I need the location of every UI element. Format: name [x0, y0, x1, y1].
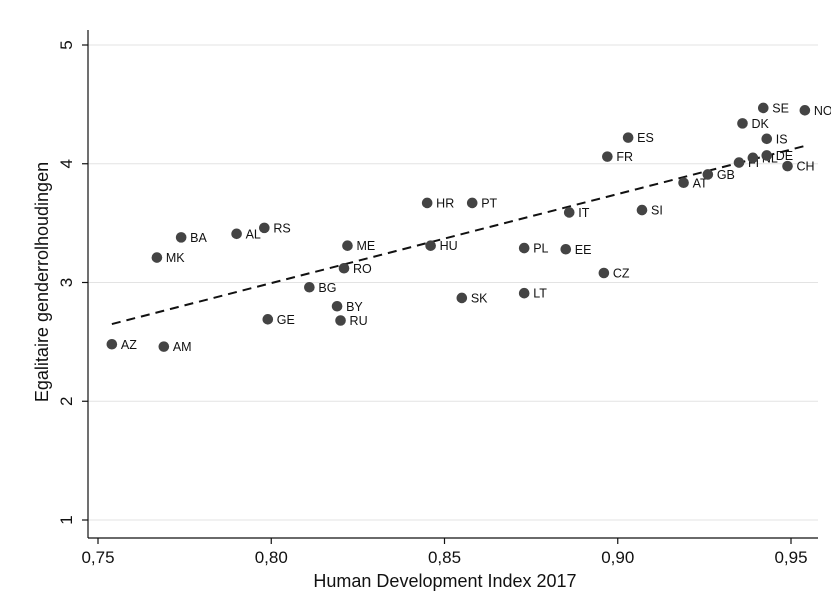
data-point-label: GB	[717, 168, 735, 182]
data-point-label: SK	[471, 291, 488, 305]
data-point-label: HR	[436, 196, 454, 210]
data-point	[106, 338, 118, 350]
data-point	[747, 152, 759, 164]
data-point	[158, 341, 170, 352]
data-point	[782, 160, 793, 172]
y-tick-label: 5	[57, 40, 76, 49]
data-point	[761, 150, 773, 161]
x-tick-label: 0,90	[601, 548, 634, 567]
data-point	[338, 262, 350, 274]
data-point-label: AL	[246, 227, 261, 241]
data-point-label: FR	[616, 150, 633, 164]
data-point-label: ME	[356, 239, 375, 253]
data-point	[757, 102, 769, 114]
data-point	[598, 267, 610, 279]
x-axis-title: Human Development Index 2017	[313, 571, 576, 591]
data-point-label: MK	[166, 251, 185, 265]
data-point	[262, 314, 274, 325]
data-point	[331, 300, 343, 312]
data-point	[456, 292, 468, 304]
data-point	[636, 204, 648, 216]
data-point-label: RO	[353, 262, 372, 276]
data-point	[304, 281, 315, 293]
x-axis-ticks: 0,75 0,80 0,85 0,90 0,95	[81, 538, 808, 567]
data-point	[342, 240, 353, 251]
x-tick-label: 0,80	[255, 548, 288, 567]
gridlines	[88, 44, 818, 521]
data-point	[466, 197, 478, 209]
data-point-label: HU	[440, 239, 458, 253]
data-point	[421, 197, 433, 209]
y-tick-label: 2	[57, 397, 76, 406]
y-axis-ticks: 1 2 3 4 5	[57, 40, 88, 525]
data-point	[335, 315, 346, 326]
data-point-label: BA	[190, 231, 207, 245]
data-point	[737, 118, 748, 129]
data-point	[799, 105, 811, 116]
data-point-label: IT	[578, 206, 589, 220]
axes	[87, 30, 818, 539]
data-point-label: NO	[814, 104, 831, 118]
data-point-label: PT	[481, 196, 497, 210]
data-point-label: RU	[350, 314, 368, 328]
data-point-label: LT	[533, 287, 547, 301]
data-point-label: DE	[776, 149, 793, 163]
y-tick-label: 1	[57, 515, 76, 524]
data-point-label: SE	[772, 101, 789, 115]
data-point-label: DK	[751, 117, 769, 131]
x-tick-label: 0,95	[774, 548, 807, 567]
data-point	[518, 287, 530, 299]
y-tick-label: 3	[57, 278, 76, 287]
data-point	[602, 151, 613, 162]
data-point	[622, 132, 634, 143]
data-point	[702, 169, 714, 180]
x-tick-label: 0,85	[428, 548, 461, 567]
data-point-label: CH	[797, 160, 815, 174]
data-point-label: PL	[533, 242, 548, 256]
data-point	[425, 240, 436, 251]
y-axis-title: Egalitaire genderrolhoudingen	[32, 162, 52, 402]
data-point-label: BY	[346, 300, 363, 314]
data-point-label: SI	[651, 204, 663, 218]
data-point-label: AM	[173, 340, 192, 354]
data-point	[560, 243, 572, 255]
data-point-label: AT	[693, 176, 708, 190]
data-point	[151, 252, 163, 263]
data-point-label: CZ	[613, 267, 630, 281]
data-point	[563, 207, 575, 218]
data-point-label: ES	[637, 131, 654, 145]
y-tick-label: 4	[57, 159, 76, 168]
data-point-label: BG	[318, 281, 336, 295]
data-point	[231, 228, 242, 240]
data-point-label: GE	[277, 313, 295, 327]
data-point-label: AZ	[121, 338, 137, 352]
data-point-label: EE	[575, 243, 592, 257]
x-tick-label: 0,75	[81, 548, 114, 567]
data-point	[761, 133, 773, 145]
data-point	[175, 232, 187, 243]
data-point-label: RS	[273, 221, 290, 235]
data-point-label: IS	[776, 132, 788, 146]
data-point	[733, 157, 745, 168]
data-point	[678, 177, 689, 189]
data-point	[518, 242, 530, 254]
data-point	[259, 222, 270, 234]
